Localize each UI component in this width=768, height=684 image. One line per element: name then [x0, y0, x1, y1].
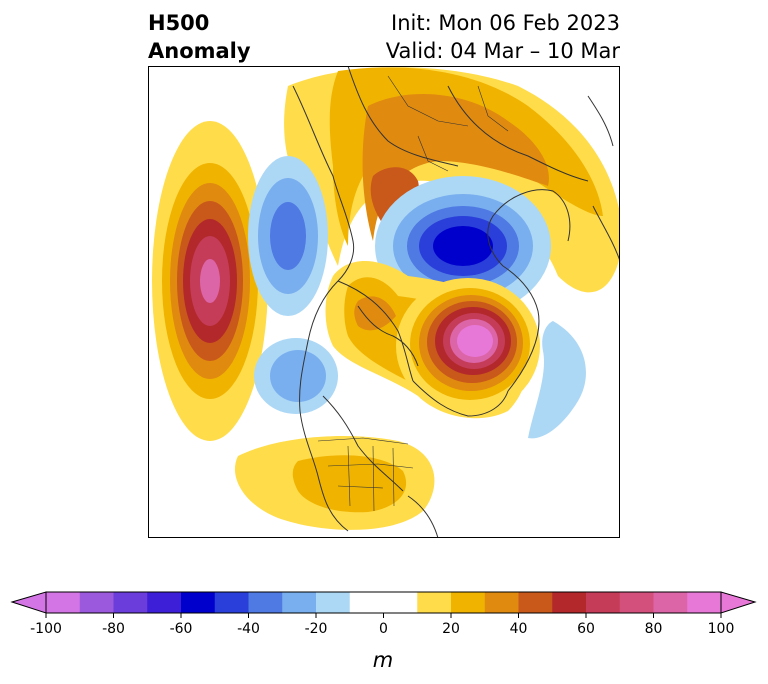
colorbar-segment: [181, 592, 216, 613]
title-line-2: Anomaly: [148, 39, 251, 63]
title-line-1: H500: [148, 11, 210, 35]
negative-anomaly-west-core: [270, 202, 306, 270]
colorbar-unit: m: [373, 648, 393, 672]
negative-anomaly-atlantic-tongue: [528, 321, 586, 439]
colorbar-under-arrow: [10, 591, 47, 614]
colorbar-over-arrow: [720, 591, 757, 614]
positive-anomaly-arctic-center: [370, 167, 419, 231]
colorbar-tick-label: -40: [237, 621, 260, 637]
init-date: Init: Mon 06 Feb 2023: [391, 11, 620, 35]
colorbar-tick-label: -80: [102, 621, 125, 637]
anomaly-contours: [152, 67, 620, 530]
colorbar-segment: [451, 592, 486, 613]
colorbar-tick-label: 100: [708, 621, 735, 637]
colorbar-tick-label: 0: [379, 621, 388, 637]
colorbar-segment: [147, 592, 182, 613]
colorbar-ticks: -100 -80 -60 -40 -20 0 20 40 60 80 100: [30, 613, 734, 637]
map-title: H500 Anomaly: [148, 9, 251, 65]
political-borders: [317, 75, 509, 512]
colorbar-tick-label: 80: [645, 621, 663, 637]
colorbar-segment: [417, 592, 452, 613]
colorbar-segment: [484, 592, 519, 613]
colorbar-tick-label: -100: [30, 621, 62, 637]
colorbar-segment: [687, 592, 722, 613]
colorbar-segment: [214, 592, 249, 613]
positive-anomaly-pacific-core: [200, 259, 220, 303]
colorbar-segment: [619, 592, 654, 613]
colorbar-segment: [46, 592, 81, 613]
colorbar-segment: [586, 592, 621, 613]
colorbar-segment: [518, 592, 553, 613]
positive-anomaly-central-lobe-3: [354, 296, 396, 331]
colorbar-segments: [46, 592, 722, 613]
negative-anomaly-northeast-pacific-core: [270, 350, 326, 402]
colorbar-tick-label: 20: [442, 621, 460, 637]
colorbar: -100 -80 -60 -40 -20 0 20 40 60 80 100 m: [10, 591, 757, 672]
colorbar-tick-label: 40: [510, 621, 528, 637]
colorbar-segment: [79, 592, 114, 613]
colorbar-tick-label: -60: [170, 621, 193, 637]
colorbar-segment: [282, 592, 317, 613]
colorbar-segment: [248, 592, 283, 613]
map-frame: [148, 66, 620, 538]
colorbar-segment: [113, 592, 148, 613]
colorbar-tick-label: 60: [577, 621, 595, 637]
positive-anomaly-arctic-inner: [362, 94, 549, 241]
colorbar-tick-label: -20: [305, 621, 328, 637]
negative-anomaly-polar-core: [433, 226, 493, 266]
colorbar-segment: [653, 592, 688, 613]
anomaly-map: [148, 66, 620, 538]
forecast-dates: Init: Mon 06 Feb 2023 Valid: 04 Mar – 10…: [386, 9, 620, 65]
colorbar-segment: [552, 592, 587, 613]
coastlines: [292, 66, 620, 538]
positive-anomaly-atlantic-core: [457, 325, 493, 357]
valid-date-range: Valid: 04 Mar – 10 Mar: [385, 39, 620, 63]
colorbar-segment: [349, 592, 418, 613]
colorbar-segment: [316, 592, 351, 613]
